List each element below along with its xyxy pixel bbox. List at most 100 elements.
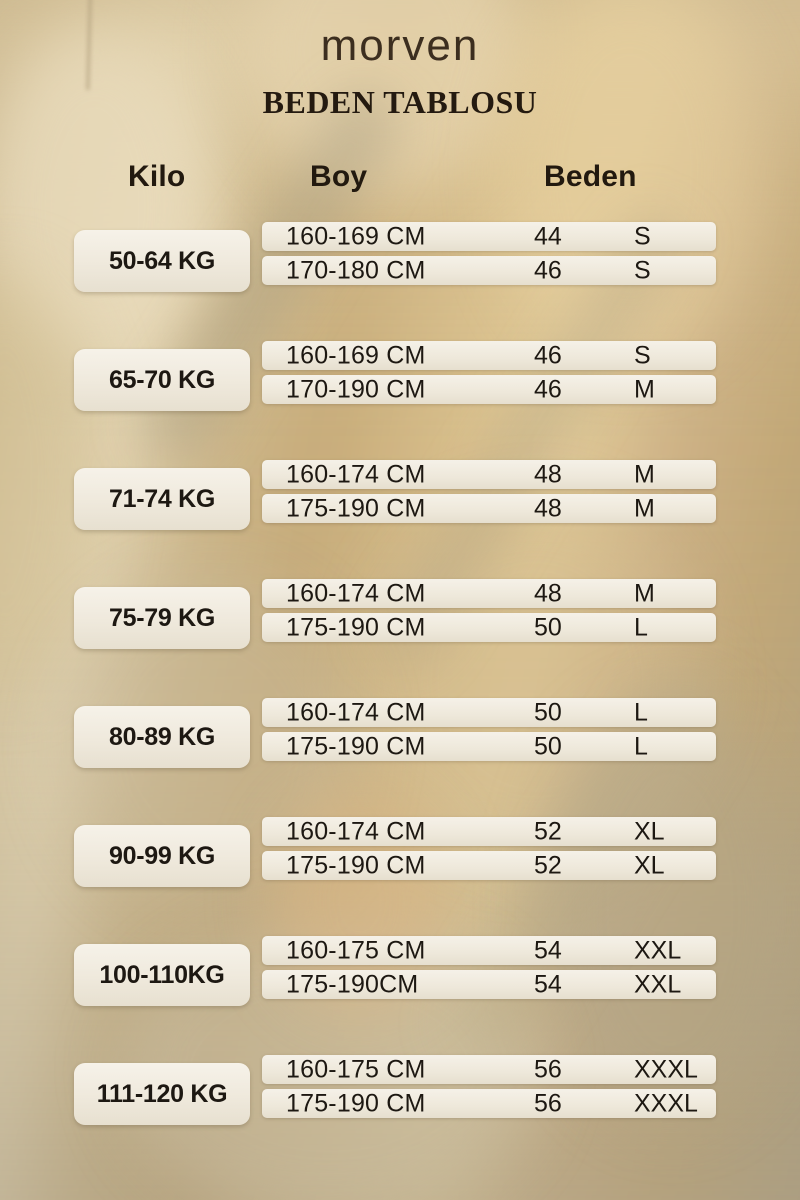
measurement-rows: 160-174 CM 48 M 175-190 CM 50 L bbox=[262, 579, 716, 647]
cell-size-number: 54 bbox=[534, 936, 562, 964]
cell-size-number: 48 bbox=[534, 579, 562, 607]
table-row[interactable]: 175-190CM 54 XXL bbox=[262, 970, 716, 999]
cell-size-letter: S bbox=[634, 341, 651, 369]
cell-size-letter: XXL bbox=[634, 936, 682, 964]
cell-height: 175-190 CM bbox=[286, 851, 426, 879]
background-garment-blob bbox=[540, 700, 800, 1120]
weight-pill[interactable]: 100-110KG bbox=[74, 944, 250, 1006]
weight-label: 65-70 KG bbox=[109, 365, 215, 394]
table-row[interactable]: 175-190 CM 48 M bbox=[262, 494, 716, 523]
cell-size-number: 54 bbox=[534, 970, 562, 998]
brand-logo: morven bbox=[320, 21, 480, 70]
page-title: BEDEN TABLOSU bbox=[262, 84, 538, 120]
table-row[interactable]: 160-174 CM 50 L bbox=[262, 698, 716, 727]
cell-height: 160-175 CM bbox=[286, 1055, 426, 1083]
cell-size-number: 52 bbox=[534, 851, 562, 879]
cell-size-letter: S bbox=[634, 222, 651, 250]
cell-height: 160-174 CM bbox=[286, 579, 426, 607]
weight-group: 65-70 KG 160-169 CM 46 S 170-190 CM 46 M bbox=[0, 341, 800, 460]
table-row[interactable]: 160-169 CM 44 S bbox=[262, 222, 716, 251]
table-row[interactable]: 175-190 CM 52 XL bbox=[262, 851, 716, 880]
weight-label: 80-89 KG bbox=[109, 722, 215, 751]
cell-height: 175-190 CM bbox=[286, 613, 426, 641]
cell-size-letter: XXL bbox=[634, 970, 682, 998]
weight-group: 50-64 KG 160-169 CM 44 S 170-180 CM 46 S bbox=[0, 222, 800, 341]
cell-size-letter: XL bbox=[634, 851, 665, 879]
weight-pill[interactable]: 65-70 KG bbox=[74, 349, 250, 411]
measurement-rows: 160-174 CM 48 M 175-190 CM 48 M bbox=[262, 460, 716, 528]
weight-pill[interactable]: 71-74 KG bbox=[74, 468, 250, 530]
weight-pill[interactable]: 75-79 KG bbox=[74, 587, 250, 649]
cell-size-number: 46 bbox=[534, 256, 562, 284]
weight-group: 111-120 KG 160-175 CM 56 XXXL 175-190 CM 56 XX… bbox=[0, 1055, 800, 1174]
cell-size-letter: L bbox=[634, 613, 648, 641]
table-row[interactable]: 175-190 CM 50 L bbox=[262, 613, 716, 642]
cell-size-letter: S bbox=[634, 256, 651, 284]
cell-size-number: 48 bbox=[534, 494, 562, 522]
cell-size-number: 44 bbox=[534, 222, 562, 250]
measurement-rows: 160-175 CM 54 XXL 175-190CM 54 XXL bbox=[262, 936, 716, 1004]
cell-size-letter: M bbox=[634, 494, 655, 522]
weight-group: 71-74 KG 160-174 CM 48 M 175-190 CM 48 M bbox=[0, 460, 800, 579]
cell-size-letter: M bbox=[634, 460, 655, 488]
cell-size-number: 56 bbox=[534, 1089, 562, 1117]
cell-size-number: 48 bbox=[534, 460, 562, 488]
weight-pill[interactable]: 50-64 KG bbox=[74, 230, 250, 292]
table-row[interactable]: 160-174 CM 48 M bbox=[262, 579, 716, 608]
measurement-rows: 160-169 CM 46 S 170-190 CM 46 M bbox=[262, 341, 716, 409]
table-row[interactable]: 160-174 CM 52 XL bbox=[262, 817, 716, 846]
weight-group: 80-89 KG 160-174 CM 50 L 175-190 CM 50 L bbox=[0, 698, 800, 817]
table-row[interactable]: 175-190 CM 56 XXXL bbox=[262, 1089, 716, 1118]
measurement-rows: 160-174 CM 50 L 175-190 CM 50 L bbox=[262, 698, 716, 766]
cell-height: 160-169 CM bbox=[286, 341, 426, 369]
weight-label: 75-79 KG bbox=[109, 603, 215, 632]
measurement-rows: 160-174 CM 52 XL 175-190 CM 52 XL bbox=[262, 817, 716, 885]
cell-size-number: 56 bbox=[534, 1055, 562, 1083]
cell-size-letter: XXXL bbox=[634, 1089, 698, 1117]
table-row[interactable]: 160-174 CM 48 M bbox=[262, 460, 716, 489]
table-row[interactable]: 170-180 CM 46 S bbox=[262, 256, 716, 285]
weight-group: 75-79 KG 160-174 CM 48 M 175-190 CM 50 L bbox=[0, 579, 800, 698]
table-row[interactable]: 175-190 CM 50 L bbox=[262, 732, 716, 761]
table-row[interactable]: 160-175 CM 56 XXXL bbox=[262, 1055, 716, 1084]
weight-label: 90-99 KG bbox=[109, 841, 215, 870]
cell-size-number: 50 bbox=[534, 613, 562, 641]
weight-label: 50-64 KG bbox=[109, 246, 215, 275]
cell-size-letter: XL bbox=[634, 817, 665, 845]
column-header-kilo: Kilo bbox=[128, 160, 186, 193]
cell-size-letter: L bbox=[634, 698, 648, 726]
weight-group: 100-110KG 160-175 CM 54 XXL 175-190CM 54 XXL bbox=[0, 936, 800, 1055]
cell-height: 160-174 CM bbox=[286, 698, 426, 726]
table-row[interactable]: 170-190 CM 46 M bbox=[262, 375, 716, 404]
cell-height: 175-190 CM bbox=[286, 494, 426, 522]
weight-label: 100-110KG bbox=[99, 960, 225, 989]
cell-size-number: 46 bbox=[534, 341, 562, 369]
cell-size-letter: XXXL bbox=[634, 1055, 698, 1083]
cell-height: 160-174 CM bbox=[286, 817, 426, 845]
cell-size-letter: M bbox=[634, 579, 655, 607]
column-headers: Kilo Boy Beden bbox=[0, 162, 800, 204]
size-table: 50-64 KG 160-169 CM 44 S 170-180 CM 46 S 65-70 … bbox=[0, 222, 800, 1174]
cell-height: 170-180 CM bbox=[286, 256, 426, 284]
weight-pill[interactable]: 90-99 KG bbox=[74, 825, 250, 887]
measurement-rows: 160-175 CM 56 XXXL 175-190 CM 56 XXXL bbox=[262, 1055, 716, 1123]
cell-height: 160-175 CM bbox=[286, 936, 426, 964]
table-row[interactable]: 160-175 CM 54 XXL bbox=[262, 936, 716, 965]
cell-height: 175-190 CM bbox=[286, 1089, 426, 1117]
cell-size-number: 50 bbox=[534, 732, 562, 760]
cell-size-number: 46 bbox=[534, 375, 562, 403]
cell-height: 160-169 CM bbox=[286, 222, 426, 250]
cell-size-number: 50 bbox=[534, 698, 562, 726]
column-header-boy: Boy bbox=[310, 160, 368, 193]
table-row[interactable]: 160-169 CM 46 S bbox=[262, 341, 716, 370]
cell-height: 175-190CM bbox=[286, 970, 419, 998]
cell-size-letter: L bbox=[634, 732, 648, 760]
cell-size-letter: M bbox=[634, 375, 655, 403]
weight-group: 90-99 KG 160-174 CM 52 XL 175-190 CM 52 XL bbox=[0, 817, 800, 936]
column-header-beden: Beden bbox=[544, 160, 637, 193]
weight-pill[interactable]: 80-89 KG bbox=[74, 706, 250, 768]
cell-height: 175-190 CM bbox=[286, 732, 426, 760]
weight-pill[interactable]: 111-120 KG bbox=[74, 1063, 250, 1125]
